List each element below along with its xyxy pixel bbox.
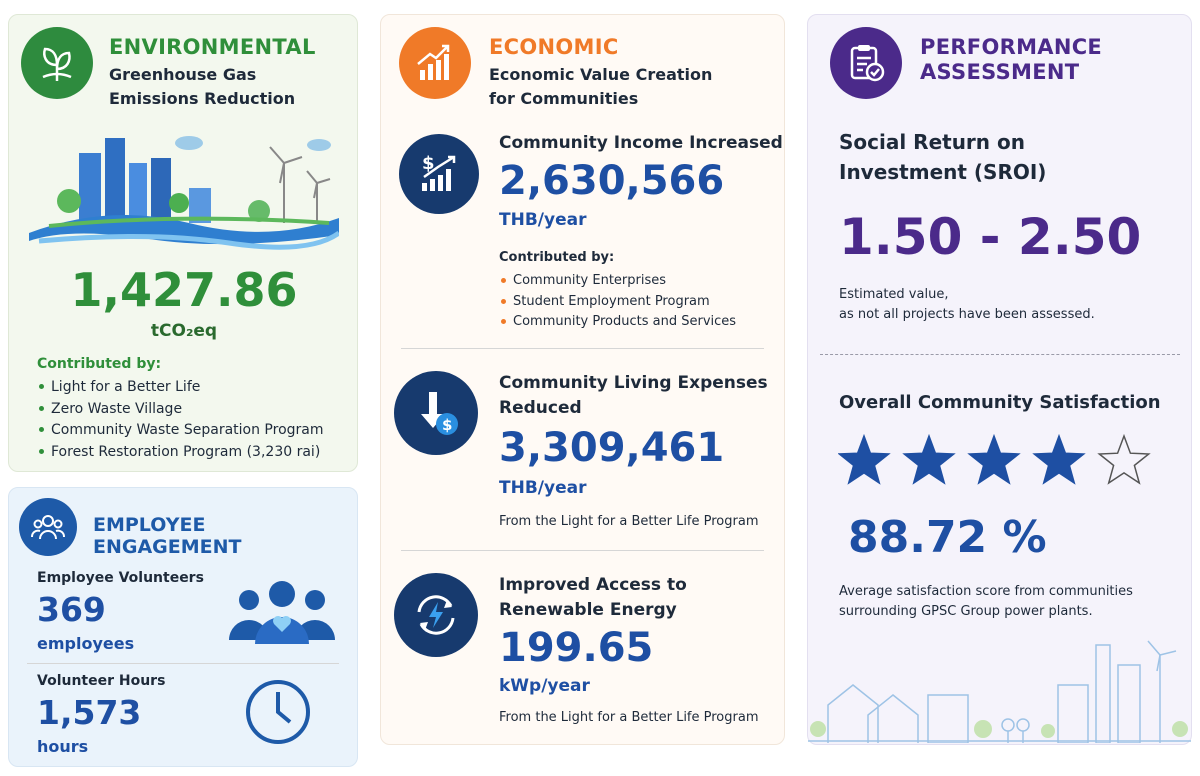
section-title: ECONOMIC bbox=[489, 35, 619, 59]
energy-icon bbox=[394, 573, 478, 657]
town-illustration bbox=[808, 640, 1191, 743]
contributor: Community Products and Services bbox=[499, 312, 736, 333]
performance-card: PERFORMANCE ASSESSMENT Social Return on … bbox=[807, 14, 1192, 745]
metric-unit: THB/year bbox=[499, 210, 587, 230]
star-rating bbox=[838, 433, 1151, 485]
metric-unit: hours bbox=[37, 737, 89, 756]
star-filled bbox=[838, 433, 891, 485]
divider bbox=[401, 348, 764, 349]
contributed-label: Contributed by: bbox=[499, 250, 615, 265]
contributor: Student Employment Program bbox=[499, 292, 736, 313]
star-empty bbox=[1097, 433, 1151, 485]
svg-text:$: $ bbox=[442, 416, 452, 434]
city-illustration bbox=[29, 136, 339, 250]
note-line: as not all projects have been assessed. bbox=[839, 307, 1095, 322]
metric-unit: employees bbox=[37, 634, 135, 653]
metric-value: 1,573 bbox=[37, 693, 142, 732]
contributor: Light for a Better Life bbox=[37, 377, 324, 399]
star-filled bbox=[902, 433, 956, 485]
divider bbox=[27, 663, 339, 664]
environmental-value: 1,427.86 bbox=[70, 263, 298, 317]
section-title: PERFORMANCE ASSESSMENT bbox=[920, 35, 1103, 84]
people-icon bbox=[229, 581, 335, 644]
contributor-list: Community Enterprises Student Employment… bbox=[499, 271, 736, 333]
metric-label: Employee Volunteers bbox=[37, 570, 204, 586]
metric-title: Improved Access to Renewable Energy bbox=[499, 575, 687, 620]
section-subtitle: Greenhouse Gas Emissions Reduction bbox=[109, 65, 296, 108]
environmental-unit: tCO₂eq bbox=[150, 321, 218, 341]
metric-note: Estimated value, as not all projects hav… bbox=[839, 285, 1095, 325]
environmental-card: ENVIRONMENTAL Greenhouse Gas Emissions R… bbox=[8, 14, 358, 472]
growth-icon bbox=[399, 27, 471, 99]
income-icon: $ bbox=[399, 134, 479, 214]
contributor: Community Waste Separation Program bbox=[37, 420, 324, 442]
clock-icon bbox=[246, 680, 310, 744]
metric-title: Community Income Increased bbox=[499, 133, 783, 153]
contributor-list: Light for a Better Life Zero Waste Villa… bbox=[37, 377, 324, 463]
metric-value: 2,630,566 bbox=[499, 158, 725, 204]
star-filled bbox=[967, 433, 1021, 485]
metric-note: Average satisfaction score from communit… bbox=[839, 584, 1133, 619]
employee-card: EMPLOYEE ENGAGEMENT Employee Volunteers … bbox=[8, 487, 358, 767]
metric-title: Overall Community Satisfaction bbox=[839, 392, 1161, 413]
team-icon bbox=[19, 498, 77, 556]
note-line: Estimated value, bbox=[839, 287, 949, 302]
contributed-label: Contributed by: bbox=[37, 356, 162, 372]
metric-value: 199.65 bbox=[499, 625, 654, 671]
sroi-value: 1.50 - 2.50 bbox=[839, 208, 1142, 266]
section-title: ENVIRONMENTAL bbox=[109, 35, 316, 59]
divider bbox=[820, 354, 1180, 355]
metric-note: From the Light for a Better Life Program bbox=[499, 514, 759, 529]
metric-label: Volunteer Hours bbox=[37, 673, 166, 689]
section-title: EMPLOYEE ENGAGEMENT bbox=[93, 514, 242, 558]
divider bbox=[401, 550, 764, 551]
svg-text:$: $ bbox=[422, 153, 435, 174]
leaf-icon bbox=[21, 27, 93, 99]
expense-icon: $ bbox=[394, 371, 478, 455]
metric-value: 3,309,461 bbox=[499, 425, 725, 471]
economic-card: ECONOMIC Economic Value Creation for Com… bbox=[380, 14, 785, 745]
metric-title: Social Return on Investment (SROI) bbox=[839, 130, 1047, 184]
star-filled bbox=[1032, 433, 1086, 485]
metric-note: From the Light for a Better Life Program bbox=[499, 710, 759, 725]
metric-value: 369 bbox=[37, 590, 106, 629]
metric-unit: kWp/year bbox=[499, 676, 590, 696]
section-subtitle: Economic Value Creation for Communities bbox=[489, 65, 713, 108]
clipboard-icon bbox=[830, 27, 902, 99]
metric-title: Community Living Expenses Reduced bbox=[499, 373, 768, 418]
contributor: Forest Restoration Program (3,230 rai) bbox=[37, 442, 324, 464]
metric-unit: THB/year bbox=[499, 478, 587, 498]
contributor: Zero Waste Village bbox=[37, 399, 324, 421]
contributor: Community Enterprises bbox=[499, 271, 736, 292]
satisfaction-value: 88.72 % bbox=[848, 512, 1047, 563]
